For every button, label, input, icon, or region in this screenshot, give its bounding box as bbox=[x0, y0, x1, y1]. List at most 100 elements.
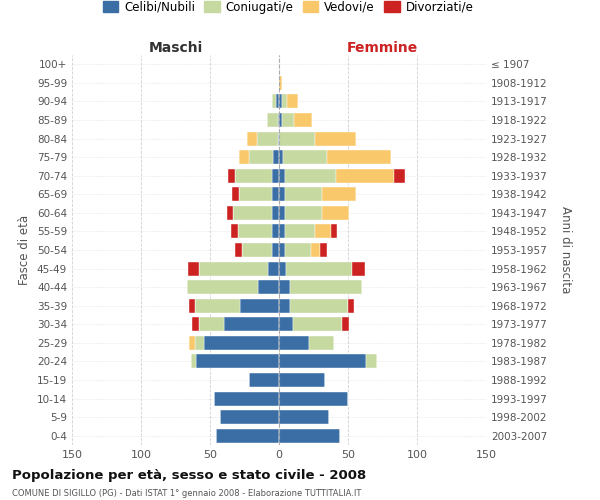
Bar bbox=[282, 113, 294, 127]
Bar bbox=[394, 169, 404, 182]
Y-axis label: Fasce di età: Fasce di età bbox=[19, 215, 31, 285]
Bar bbox=[220, 410, 279, 424]
Bar bbox=[328, 150, 391, 164]
Bar bbox=[293, 318, 343, 331]
Bar bbox=[279, 76, 282, 90]
Bar bbox=[191, 354, 196, 368]
Bar bbox=[278, 113, 279, 127]
Bar bbox=[279, 298, 290, 312]
Bar bbox=[276, 94, 279, 108]
Bar bbox=[272, 224, 279, 238]
Text: Femmine: Femmine bbox=[347, 41, 418, 55]
Bar bbox=[224, 318, 279, 331]
Bar bbox=[196, 354, 279, 368]
Bar bbox=[311, 243, 320, 257]
Bar bbox=[195, 336, 205, 350]
Bar bbox=[239, 188, 272, 201]
Bar bbox=[228, 169, 235, 182]
Text: COMUNE DI SIGILLO (PG) - Dati ISTAT 1° gennaio 2008 - Elaborazione TUTTITALIA.IT: COMUNE DI SIGILLO (PG) - Dati ISTAT 1° g… bbox=[12, 488, 361, 498]
Bar bbox=[266, 113, 278, 127]
Bar bbox=[283, 150, 328, 164]
Bar bbox=[287, 94, 298, 108]
Bar bbox=[257, 132, 278, 145]
Bar bbox=[279, 262, 286, 276]
Text: Popolazione per età, sesso e stato civile - 2008: Popolazione per età, sesso e stato civil… bbox=[12, 470, 366, 482]
Bar bbox=[248, 150, 274, 164]
Bar bbox=[268, 262, 279, 276]
Bar bbox=[241, 298, 279, 312]
Bar bbox=[192, 318, 199, 331]
Bar bbox=[279, 392, 348, 406]
Bar bbox=[195, 298, 241, 312]
Bar bbox=[247, 132, 257, 145]
Bar bbox=[215, 428, 279, 442]
Bar bbox=[322, 206, 349, 220]
Bar bbox=[214, 392, 279, 406]
Bar bbox=[331, 224, 337, 238]
Bar bbox=[235, 169, 272, 182]
Bar bbox=[279, 132, 315, 145]
Bar bbox=[239, 150, 248, 164]
Bar bbox=[284, 188, 322, 201]
Bar bbox=[286, 262, 352, 276]
Bar bbox=[238, 224, 272, 238]
Bar bbox=[366, 354, 377, 368]
Bar bbox=[343, 318, 349, 331]
Bar bbox=[248, 373, 279, 387]
Bar bbox=[279, 169, 284, 182]
Bar bbox=[233, 206, 272, 220]
Bar bbox=[279, 188, 284, 201]
Bar bbox=[279, 243, 284, 257]
Bar bbox=[205, 336, 279, 350]
Bar bbox=[284, 169, 335, 182]
Bar bbox=[335, 169, 394, 182]
Bar bbox=[315, 224, 331, 238]
Bar bbox=[279, 94, 282, 108]
Bar bbox=[227, 206, 233, 220]
Bar bbox=[348, 298, 353, 312]
Bar bbox=[310, 336, 334, 350]
Bar bbox=[290, 298, 348, 312]
Bar bbox=[232, 188, 239, 201]
Text: Maschi: Maschi bbox=[148, 41, 203, 55]
Y-axis label: Anni di nascita: Anni di nascita bbox=[559, 206, 572, 294]
Bar bbox=[279, 318, 293, 331]
Bar bbox=[279, 354, 366, 368]
Bar bbox=[290, 280, 362, 294]
Bar bbox=[279, 150, 283, 164]
Bar bbox=[284, 224, 315, 238]
Bar bbox=[279, 428, 340, 442]
Bar bbox=[187, 280, 259, 294]
Bar bbox=[188, 262, 199, 276]
Bar bbox=[272, 188, 279, 201]
Bar bbox=[190, 336, 195, 350]
Bar bbox=[274, 150, 279, 164]
Bar bbox=[279, 113, 282, 127]
Bar bbox=[272, 94, 276, 108]
Bar bbox=[284, 243, 311, 257]
Bar bbox=[272, 169, 279, 182]
Bar bbox=[294, 113, 312, 127]
Legend: Celibi/Nubili, Coniugati/e, Vedovi/e, Divorziati/e: Celibi/Nubili, Coniugati/e, Vedovi/e, Di… bbox=[98, 0, 478, 18]
Bar bbox=[278, 132, 279, 145]
Bar bbox=[279, 280, 290, 294]
Bar bbox=[199, 262, 268, 276]
Bar bbox=[279, 410, 329, 424]
Bar bbox=[190, 298, 195, 312]
Bar bbox=[230, 224, 238, 238]
Bar bbox=[279, 206, 284, 220]
Bar bbox=[282, 94, 287, 108]
Bar bbox=[235, 243, 242, 257]
Bar bbox=[322, 188, 356, 201]
Bar bbox=[279, 224, 284, 238]
Bar bbox=[272, 206, 279, 220]
Bar bbox=[199, 318, 224, 331]
Bar bbox=[272, 243, 279, 257]
Bar bbox=[279, 336, 310, 350]
Bar bbox=[284, 206, 322, 220]
Bar bbox=[315, 132, 356, 145]
Bar bbox=[279, 373, 325, 387]
Bar bbox=[320, 243, 328, 257]
Bar bbox=[242, 243, 272, 257]
Bar bbox=[352, 262, 365, 276]
